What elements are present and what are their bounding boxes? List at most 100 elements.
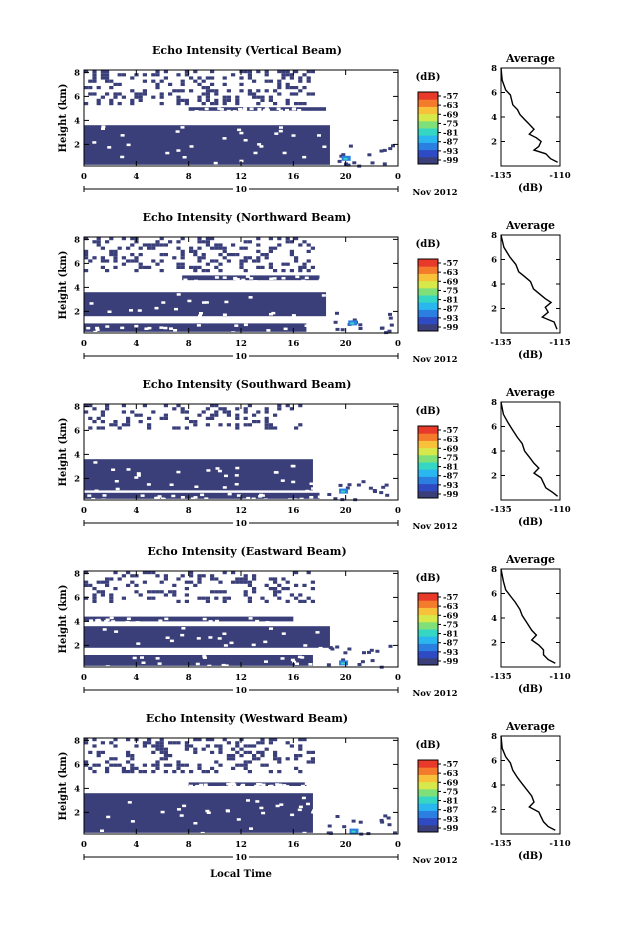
echo-cell	[214, 744, 219, 748]
echo-cell	[277, 770, 282, 774]
echo-cell	[117, 73, 122, 77]
echo-cell	[298, 770, 303, 774]
echo-cell	[264, 79, 269, 83]
gap-cell	[92, 141, 97, 144]
echo-cell	[294, 92, 299, 96]
y-tick-label: 4	[74, 116, 80, 126]
gap-cell	[311, 487, 316, 490]
echo-cell	[105, 760, 110, 764]
echo-cell	[109, 599, 114, 603]
echo-cell	[214, 410, 219, 414]
gap-cell	[107, 310, 112, 313]
gap-cell	[97, 620, 102, 623]
echo-cell	[256, 102, 261, 106]
echo-cell	[130, 76, 135, 80]
gap-cell	[318, 646, 323, 650]
echo-cell	[310, 265, 315, 269]
echo-cell	[100, 265, 105, 269]
panel-title: Echo Intensity (Northward Beam)	[143, 211, 352, 224]
echo-cell	[289, 76, 294, 80]
echo-cell	[180, 770, 185, 774]
echo-cell	[205, 89, 210, 93]
gap-cell	[278, 783, 283, 787]
gap-cell	[301, 796, 306, 800]
echo-cell	[130, 763, 135, 767]
echo-cell	[235, 102, 240, 106]
colorbar	[418, 593, 438, 666]
avg-x-tick-label: -110	[549, 672, 570, 682]
echo-cell	[273, 89, 278, 93]
echo-cell	[92, 79, 97, 83]
y-tick-label: 4	[74, 450, 80, 460]
echo-cell	[351, 819, 356, 823]
x-axis-label: Local Time	[210, 869, 272, 880]
echo-cell	[379, 818, 384, 822]
echo-cell	[189, 580, 194, 584]
colorbar-segment	[418, 149, 438, 158]
echo-cell	[121, 73, 126, 77]
echo-cell	[358, 323, 363, 327]
echo-cell	[306, 760, 311, 764]
echo-cell	[247, 580, 252, 584]
echo-cell	[277, 583, 282, 587]
gap-cell	[264, 107, 269, 110]
echo-cell	[252, 259, 257, 263]
echo-cell	[84, 580, 89, 584]
colorbar-segment	[418, 99, 438, 107]
echo-cell	[180, 256, 185, 260]
echo-cell	[342, 825, 347, 829]
echo-cell	[92, 420, 97, 424]
echo-cell	[260, 98, 265, 102]
echo-cell	[264, 583, 269, 587]
x-tick-label: 16	[287, 840, 299, 850]
gap-cell	[204, 301, 209, 304]
echo-cell	[294, 596, 299, 600]
echo-cell	[130, 410, 135, 414]
echo-cell	[163, 404, 168, 408]
colorbar-segment	[418, 614, 438, 623]
echo-cell	[222, 599, 227, 603]
echo-cell	[273, 426, 278, 430]
echo-cell	[226, 259, 231, 263]
echo-band-1	[84, 626, 330, 648]
gap-cell	[233, 277, 238, 281]
echo-cell	[380, 326, 385, 330]
echo-band-2	[188, 107, 327, 111]
echo-cell	[105, 259, 110, 263]
echo-cell	[273, 593, 278, 597]
echo-band-1	[84, 793, 313, 833]
echo-cell	[105, 70, 110, 74]
echo-cell	[205, 76, 210, 80]
echo-cell	[100, 256, 105, 260]
echo-cell	[281, 577, 286, 581]
gap-cell	[297, 655, 302, 659]
echo-cell	[134, 590, 139, 594]
gap-cell	[199, 110, 203, 114]
echo-cell	[147, 590, 152, 594]
echo-cell	[252, 92, 257, 96]
echo-cell	[391, 144, 395, 148]
echo-cell	[260, 95, 265, 99]
echo-cell	[113, 95, 118, 99]
scatter-echo-region	[84, 70, 315, 106]
gap-cell	[136, 642, 141, 645]
echo-cell	[168, 240, 173, 244]
gap-cell	[249, 277, 254, 280]
gap-cell	[256, 783, 261, 786]
echo-cell	[84, 410, 89, 414]
gap-cell	[243, 323, 248, 327]
echo-cell	[298, 747, 303, 751]
echo-cell	[388, 147, 393, 151]
gap-cell	[224, 474, 228, 478]
avg-x-tick-label: -110	[549, 839, 570, 849]
echo-cell	[138, 246, 143, 250]
echo-cell	[260, 754, 265, 758]
echo-cell	[159, 92, 164, 96]
panel-4: Echo Intensity (Eastward Beam) 2 4 6 8 Height…	[58, 545, 571, 699]
echo-cell	[243, 256, 248, 260]
colorbar-tick-label: -63	[443, 602, 458, 612]
x-tick-label: 0	[81, 506, 87, 516]
echo-cell	[180, 237, 185, 241]
gap-cell	[169, 639, 174, 643]
avg-x-tick-label: -110	[549, 505, 570, 515]
